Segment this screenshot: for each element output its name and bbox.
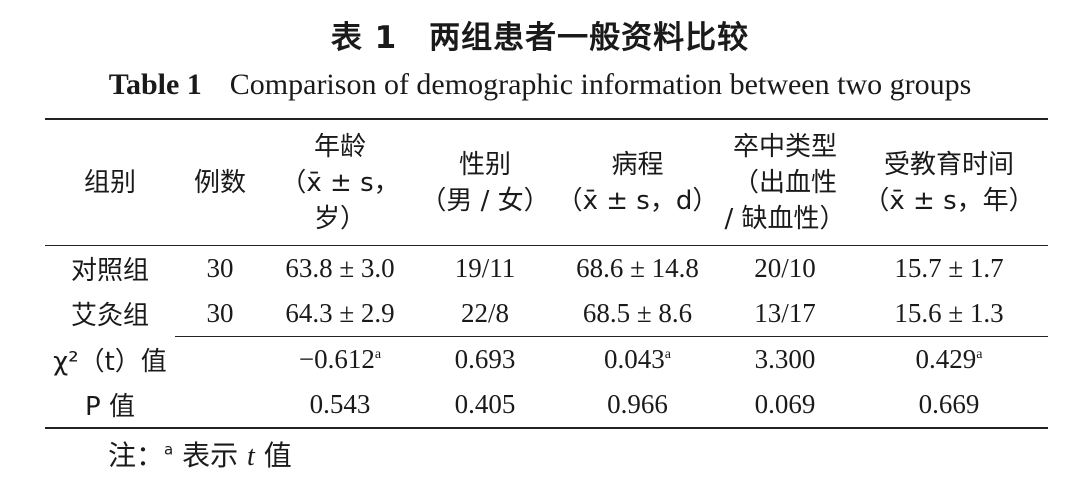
statistic-label: χ²（t）值: [53, 346, 167, 377]
sex-stat-cell: 0.405: [454, 389, 516, 419]
count-cell: [175, 337, 265, 383]
stat-value: 0.543: [309, 389, 371, 419]
course-stat-cell: 0.966: [555, 382, 720, 428]
note-text: 表示: [173, 439, 248, 472]
course-cell: 68.5 ± 8.6: [555, 291, 720, 337]
education-cell: 15.7 ± 1.7: [894, 253, 1004, 283]
header-line: 卒中类型: [732, 131, 837, 162]
header-line: （x̄ ± s，d）: [556, 185, 719, 216]
header-sex: 性别 （男 / 女）: [415, 119, 555, 246]
header-stroke-type: 卒中类型 （出血性 / 缺血性）: [720, 119, 850, 246]
stroke-stat-cell: 3.300: [754, 344, 816, 374]
group-cell: 艾灸组: [70, 301, 149, 332]
header-line: 岁）: [313, 203, 366, 234]
statistic-label: P 值: [85, 392, 135, 422]
header-line: 年龄: [313, 131, 366, 162]
footnote-marker: a: [664, 347, 671, 362]
header-line: 例数: [193, 167, 246, 198]
education-cell: 15.6 ± 1.3: [850, 291, 1048, 337]
footnote-marker: a: [164, 440, 174, 459]
statistic-row: P 值 0.543 0.405 0.966 0.069 0.669: [45, 382, 1048, 428]
table-title-chinese: 表 1 两组患者一般资料比较: [330, 20, 750, 56]
count-cell: [175, 382, 265, 428]
stat-value: 0.043: [604, 344, 665, 374]
header-line: （出血性: [732, 167, 837, 198]
age-stat-cell: −0.612a: [265, 337, 415, 383]
stroke-stat-cell: 0.069: [754, 389, 816, 419]
header-line: （x̄ ± s，: [280, 167, 400, 198]
statistic-row: χ²（t）值 −0.612a 0.693 0.043a 3.300 0.429a: [45, 337, 1048, 383]
header-line: （男 / 女）: [420, 185, 550, 216]
course-stat-cell: 0.043a: [555, 337, 720, 383]
group-cell: 对照组: [70, 256, 149, 286]
stat-value: −0.612: [298, 344, 375, 374]
education-stat-cell: 0.429a: [850, 337, 1048, 383]
footnote-marker: a: [976, 347, 983, 362]
course-cell: 68.6 ± 14.8: [576, 253, 699, 283]
header-line: 受教育时间: [883, 149, 1014, 180]
header-group: 组别: [45, 119, 175, 246]
count-cell: 30: [206, 253, 234, 283]
table-number-label: Table 1: [108, 68, 202, 101]
stat-value: 0.966: [607, 389, 668, 419]
stroke-cell: 13/17: [720, 291, 850, 337]
header-line: （x̄ ± s，年）: [863, 185, 1035, 216]
table-footnote: 注：a 表示 t 值: [108, 434, 292, 474]
note-symbol: t: [247, 441, 255, 472]
header-line: 组别: [83, 167, 136, 198]
table-row: 对照组 30 63.8 ± 3.0 19/11 68.6 ± 14.8 20/1…: [45, 246, 1048, 292]
header-line: 病程: [611, 149, 664, 180]
stat-value: 0.669: [918, 389, 980, 419]
sex-cell: 19/11: [454, 253, 516, 283]
header-line: 性别: [458, 149, 511, 180]
note-text-end: 值: [254, 439, 292, 472]
age-stat-cell: 0.543: [265, 382, 415, 428]
stat-value: 0.429: [915, 344, 977, 374]
header-age: 年龄 （x̄ ± s， 岁）: [265, 119, 415, 246]
table-caption: Comparison of demographic information be…: [229, 68, 972, 101]
footnote-marker: a: [374, 347, 382, 362]
note-prefix: 注：: [108, 439, 165, 472]
header-education: 受教育时间 （x̄ ± s，年）: [850, 119, 1048, 246]
header-course: 病程 （x̄ ± s，d）: [555, 119, 720, 246]
sex-cell: 22/8: [415, 291, 555, 337]
header-row: 组别 例数 年龄 （x̄ ± s， 岁） 性别 （男 / 女） 病程 （x̄ ±…: [45, 119, 1048, 246]
header-line: / 缺血性）: [724, 203, 846, 234]
table-row: 艾灸组 30 64.3 ± 2.9 22/8 68.5 ± 8.6 13/17 …: [45, 291, 1048, 337]
table-title-english: Table 1 Comparison of demographic informa…: [0, 68, 1080, 102]
age-cell: 63.8 ± 3.0: [285, 253, 395, 283]
header-count: 例数: [175, 119, 265, 246]
stroke-cell: 20/10: [754, 253, 816, 283]
education-stat-cell: 0.669: [850, 382, 1048, 428]
demographics-table: 组别 例数 年龄 （x̄ ± s， 岁） 性别 （男 / 女） 病程 （x̄ ±…: [45, 118, 1048, 429]
count-cell: 30: [175, 291, 265, 337]
age-cell: 64.3 ± 2.9: [265, 291, 415, 337]
sex-stat-cell: 0.693: [454, 344, 516, 374]
